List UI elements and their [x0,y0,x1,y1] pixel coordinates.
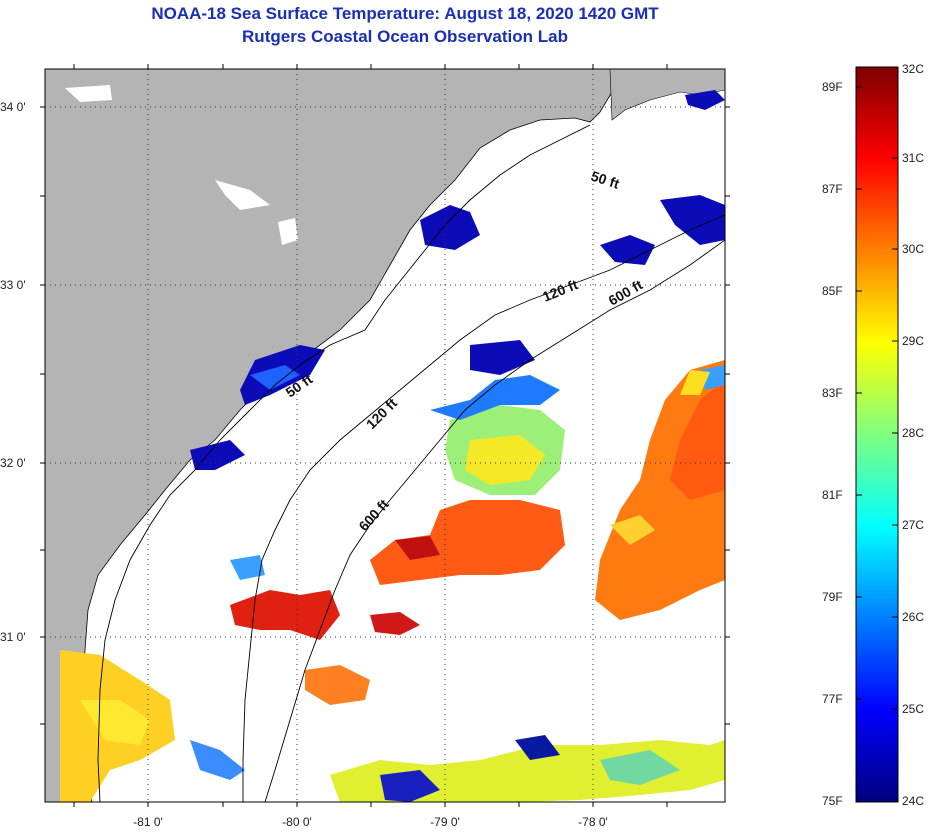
colorbar-f-label: 77F [822,692,843,706]
sst-patches [60,90,725,802]
lon-label: -78 0' [578,815,608,829]
colorbar-f-label: 89F [822,80,843,94]
lat-label: 31 0' [0,630,26,644]
lon-label: -81 0' [133,815,163,829]
lat-label: 32 0' [0,456,26,470]
isobath-50ft [97,124,591,802]
colorbar-c-label: 26C [902,610,924,624]
map-subtitle: Rutgers Coastal Ocean Observation Lab [242,27,568,46]
isobath-600ft [264,239,725,802]
map-frame [44,68,726,803]
colorbar-c-label: 29C [902,334,924,348]
cloud-land-2 [215,180,270,210]
colorbar-f-label: 85F [822,284,843,298]
colorbar-c-label: 25C [902,702,924,716]
colorbar-c-label: 24C [902,794,924,808]
colorbar-f-label: 75F [822,794,843,808]
grid-lines [45,69,725,802]
map-title: NOAA-18 Sea Surface Temperature: August … [151,4,659,23]
lon-label: -80 0' [282,815,312,829]
land-cape [609,69,725,121]
colorbar [855,66,899,803]
colorbar-c-label: 31C [902,151,924,165]
colorbar-f-label: 87F [822,182,843,196]
cloud-land-1 [65,85,112,102]
axis-ticks [40,64,730,807]
colorbar-c-label: 32C [902,62,924,76]
lon-label: -79 0' [430,815,460,829]
colorbar-c-label: 28C [902,426,924,440]
lat-label: 33 0' [0,278,26,292]
isobath-120ft [242,214,725,802]
lat-label: 34 0' [0,100,26,114]
cloud-land-3 [278,218,298,245]
colorbar-f-label: 79F [822,590,843,604]
colorbar-f-label: 81F [822,488,843,502]
colorbar-ticks [856,86,898,710]
colorbar-c-label: 27C [902,518,924,532]
colorbar-c-label: 30C [902,242,924,256]
colorbar-f-label: 83F [822,386,843,400]
